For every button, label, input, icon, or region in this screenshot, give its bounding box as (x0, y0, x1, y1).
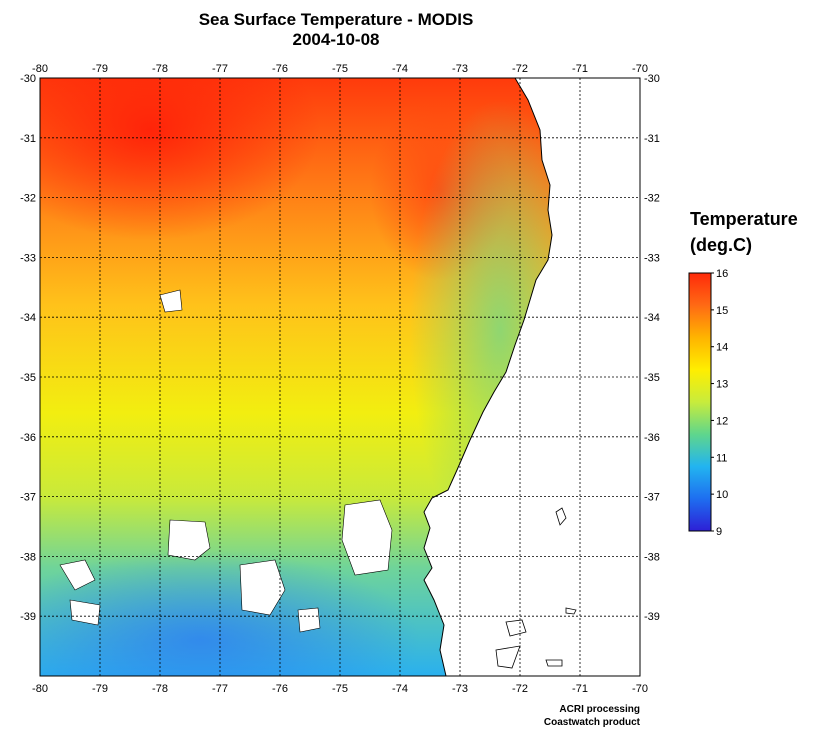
lat-tick-left: -32 (20, 193, 36, 205)
coordinate-grid (40, 78, 640, 676)
lon-tick-bottom: -78 (152, 683, 168, 695)
lon-tick-bottom: -71 (572, 683, 588, 695)
legend-tick-label: 14 (716, 342, 728, 354)
legend-title-line1: Temperature (690, 209, 798, 229)
lat-tick-right: -35 (644, 372, 660, 384)
lon-tick-top: -72 (512, 63, 528, 75)
lat-tick-right: -37 (644, 492, 660, 504)
lon-tick-top: -78 (152, 63, 168, 75)
lat-tick-left: -30 (20, 73, 36, 85)
lat-tick-right: -30 (644, 73, 660, 85)
lon-tick-bottom: -70 (632, 683, 648, 695)
legend-ticks: 16 15 14 13 12 11 10 9 (711, 268, 728, 538)
islands (495, 507, 577, 669)
lat-tick-right: -31 (644, 133, 660, 145)
lon-tick-bottom: -73 (452, 683, 468, 695)
legend-tick-label: 12 (716, 415, 728, 427)
lat-tick-right: -33 (644, 252, 660, 264)
legend-tick-label: 11 (716, 452, 727, 464)
lon-tick-top: -75 (332, 63, 348, 75)
legend-title: Temperature (deg.C) (690, 206, 798, 258)
map-frame (39, 77, 641, 677)
lat-tick-right: -38 (644, 551, 660, 563)
lon-tick-top: -79 (92, 63, 108, 75)
lon-tick-top: -74 (392, 63, 408, 75)
lon-tick-bottom: -74 (392, 683, 408, 695)
credit-line1: ACRI processing (559, 704, 640, 715)
lon-tick-bottom: -79 (92, 683, 108, 695)
lat-tick-right: -39 (644, 611, 660, 623)
lat-tick-left: -37 (20, 492, 36, 504)
lon-tick-bottom: -76 (272, 683, 288, 695)
lat-tick-right: -36 (644, 432, 660, 444)
lat-tick-left: -39 (20, 611, 36, 623)
lon-tick-top: -76 (272, 63, 288, 75)
lat-tick-left: -34 (20, 312, 36, 324)
legend-tick-label: 15 (716, 305, 728, 317)
lat-tick-right: -34 (644, 312, 660, 324)
map-title-line1: Sea Surface Temperature - MODIS (198, 10, 474, 29)
lon-tick-bottom: -75 (332, 683, 348, 695)
lon-tick-bottom: -80 (32, 683, 48, 695)
lat-tick-left: -35 (20, 372, 36, 384)
warm-core-northwest (40, 78, 320, 240)
credit-text: ACRI processing Coastwatch product (520, 703, 640, 729)
axis-ticks: -80 -80 -79 -79 -78 -78 -77 -77 -76 -76 -75 -75 -74 -… (20, 63, 660, 695)
lon-tick-bottom: -72 (512, 683, 528, 695)
map-title: Sea Surface Temperature - MODIS 2004-10-… (0, 10, 672, 50)
cool-southwest (40, 550, 420, 676)
lon-tick-top: -73 (452, 63, 468, 75)
lon-tick-top: -71 (572, 63, 588, 75)
legend-colorbar (688, 272, 712, 532)
lat-tick-left: -38 (20, 551, 36, 563)
credit-line2: Coastwatch product (543, 717, 640, 728)
lat-tick-right: -32 (644, 193, 660, 205)
lon-tick-bottom: -77 (212, 683, 228, 695)
cloud-gaps (59, 289, 393, 633)
lat-tick-left: -31 (20, 133, 36, 145)
lon-tick-top: -80 (32, 63, 48, 75)
legend-tick-label: 16 (716, 268, 728, 280)
legend-tick-label: 13 (716, 379, 728, 391)
lat-tick-left: -36 (20, 432, 36, 444)
legend-title-line2: (deg.C) (690, 235, 752, 255)
map-title-date: 2004-10-08 (292, 30, 380, 49)
lon-tick-top: -77 (212, 63, 228, 75)
legend-tick-label: 10 (716, 489, 728, 501)
lon-tick-top: -70 (632, 63, 648, 75)
legend-tick-label: 9 (716, 526, 722, 538)
lat-tick-left: -33 (20, 252, 36, 264)
